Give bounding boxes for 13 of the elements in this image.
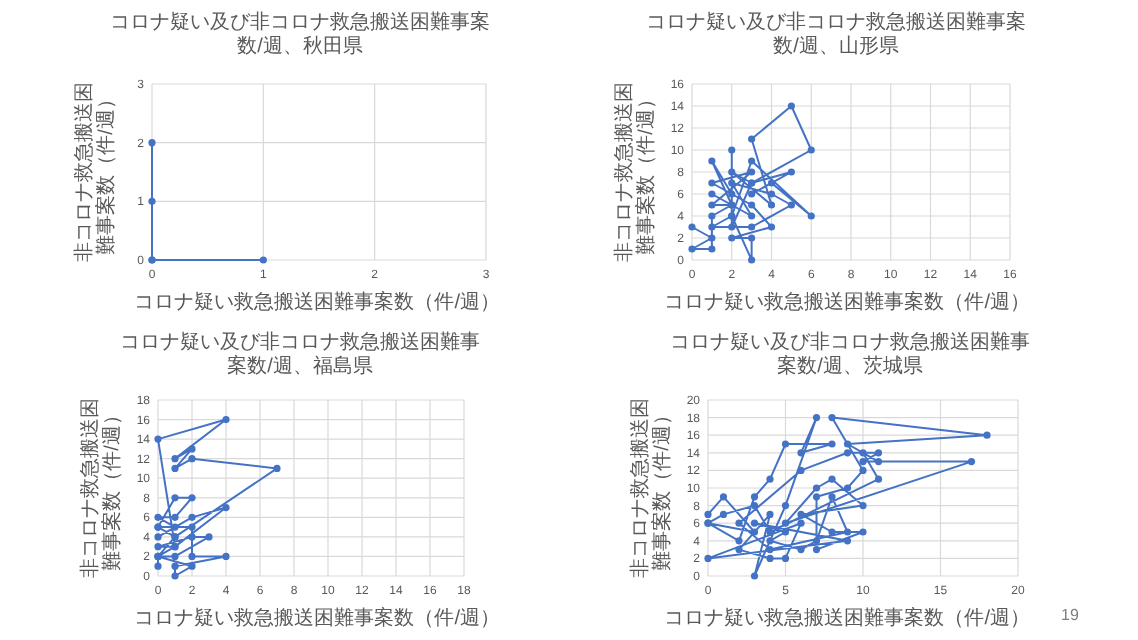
x-axis-title: コロナ疑い救急搬送困難事案数（件/週） (664, 606, 1030, 630)
chart-title: コロナ疑い及び非コロナ救急搬送困難事案数/週、山形県 (646, 10, 1026, 58)
x-axis-title: コロナ疑い救急搬送困難事案数（件/週） (134, 606, 500, 630)
y-axis-title: 非コロナ救急搬送困難事案数（件/週） (78, 398, 124, 578)
y-axis-title: 非コロナ救急搬送困難事案数（件/週） (628, 398, 674, 578)
chart-title: コロナ疑い及び非コロナ救急搬送困難事案数/週、秋田県 (110, 10, 490, 58)
text: 19 (1061, 606, 1080, 624)
chart-title: コロナ疑い及び非コロナ救急搬送困難事案数/週、福島県 (120, 330, 480, 378)
chart-title: コロナ疑い及び非コロナ救急搬送困難事案数/週、茨城県 (670, 330, 1030, 378)
y-axis-title: 非コロナ救急搬送困難事案数（件/週） (612, 82, 658, 262)
y-axis-title: 非コロナ救急搬送困難事案数（件/週） (72, 82, 118, 262)
x-axis-title: コロナ疑い救急搬送困難事案数（件/週） (134, 290, 500, 314)
x-axis-title: コロナ疑い救急搬送困難事案数（件/週） (664, 290, 1030, 314)
